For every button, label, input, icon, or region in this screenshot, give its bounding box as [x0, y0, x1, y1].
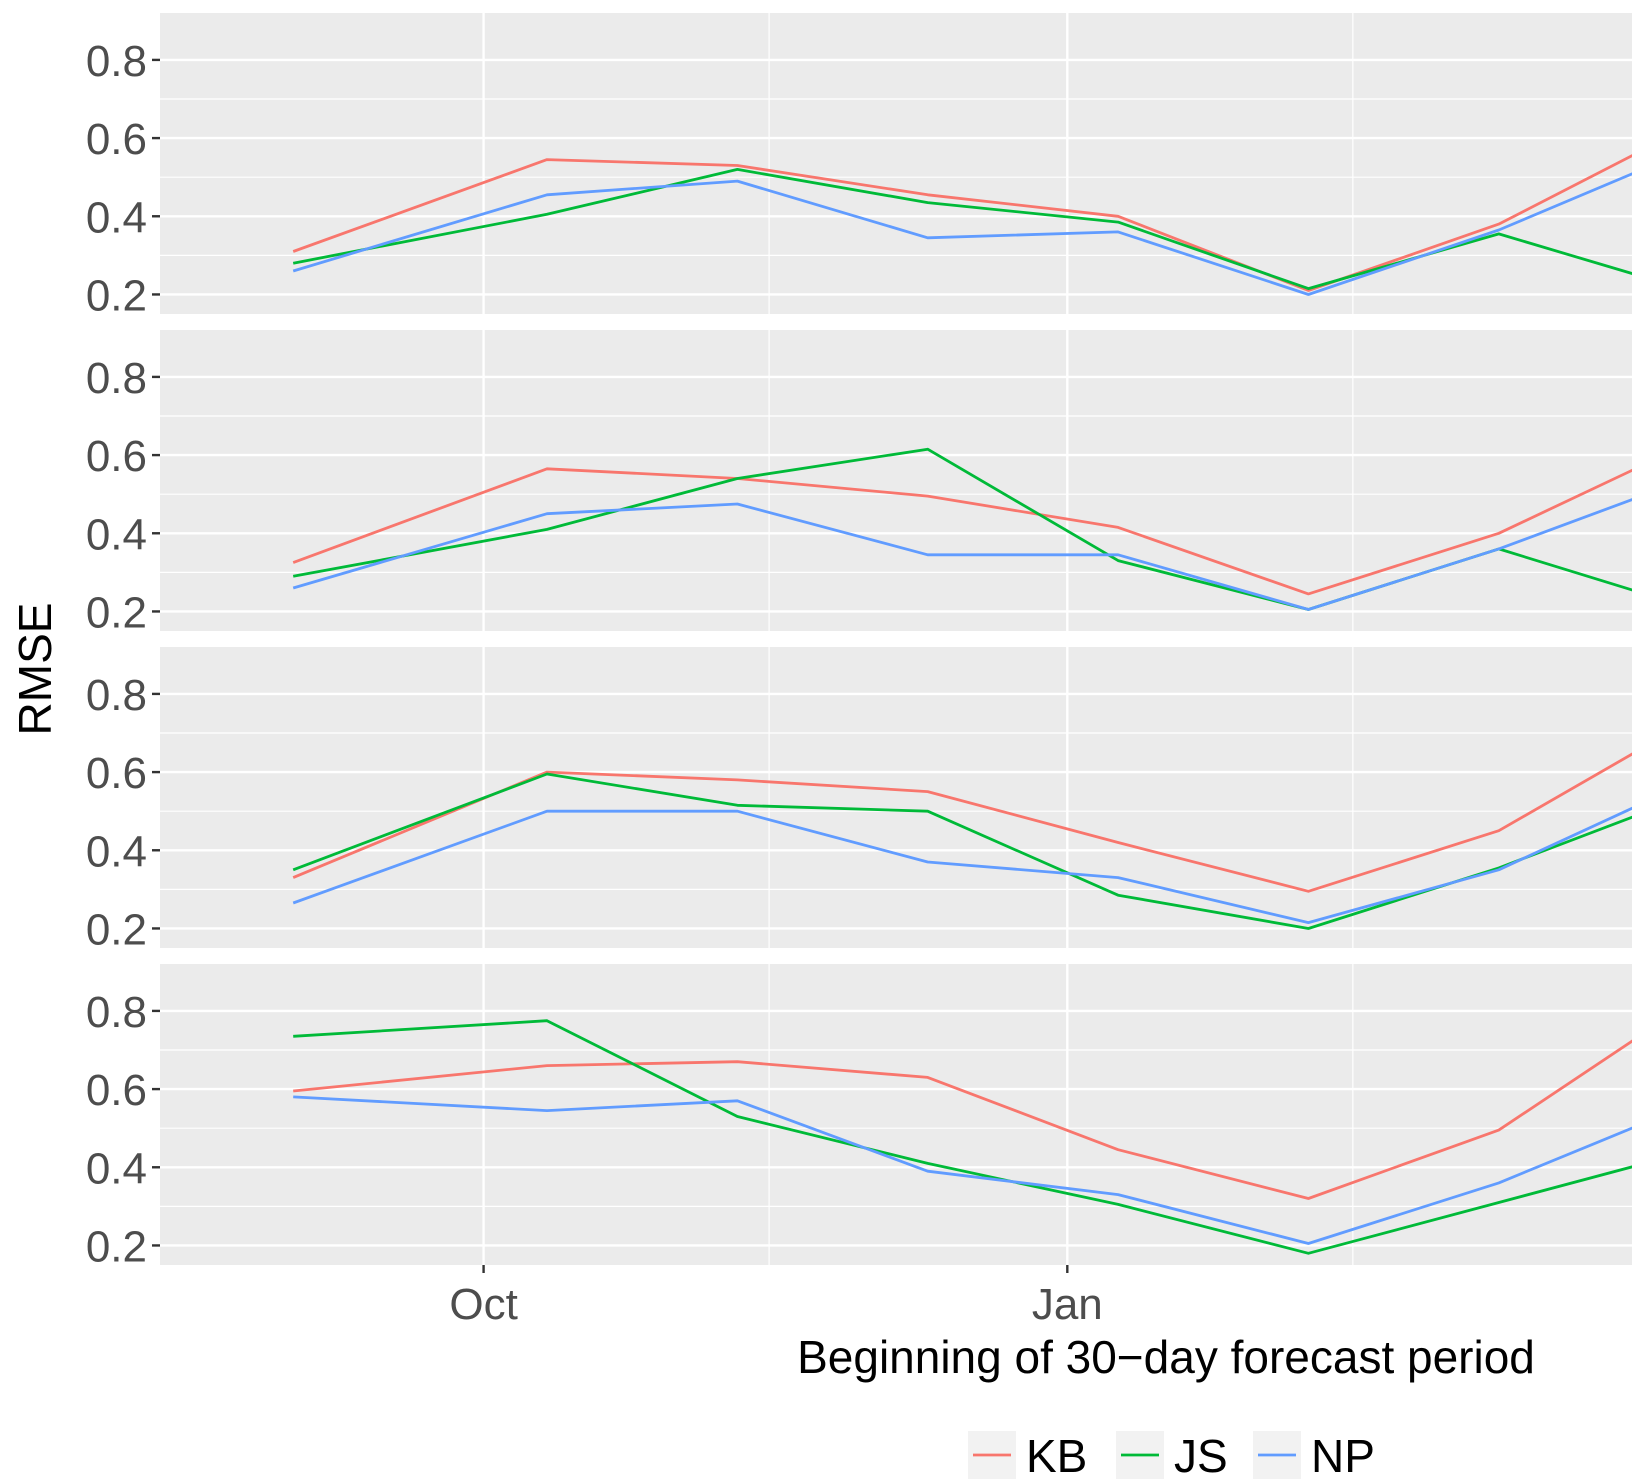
y-tick-label: 0.4	[86, 510, 147, 559]
y-tick-label: 0.8	[86, 988, 147, 1037]
legend-label: JS	[1174, 1430, 1228, 1482]
series-line-kb	[292, 467, 1632, 596]
series-line-kb	[292, 752, 1632, 893]
series-line-kb	[292, 154, 1632, 292]
series-group	[292, 447, 1632, 611]
series-line-np	[292, 498, 1632, 611]
y-axis-title: RMSE	[9, 603, 61, 736]
panel-background	[160, 13, 1632, 314]
series-group	[293, 1019, 1632, 1255]
series-line-js	[292, 167, 1632, 291]
x-axis: Oct Jan	[449, 1265, 1103, 1329]
y-tick-label: 0.2	[86, 1222, 147, 1271]
y-tick-label: 0.6	[86, 432, 147, 481]
y-tick-label: 0.2	[86, 271, 147, 320]
y-tick-label: 0.8	[86, 37, 147, 86]
series-group	[292, 154, 1632, 296]
series-line-np	[292, 806, 1632, 924]
legend-item-np: NP	[1253, 1430, 1375, 1482]
y-tick-label: 0.2	[86, 905, 147, 954]
legend: KB JS NP	[968, 1430, 1375, 1482]
y-tick-label: 0.4	[86, 1144, 147, 1193]
y-tick-label: 0.6	[86, 749, 147, 798]
y-tick-label: 0.4	[86, 827, 147, 876]
series-group	[292, 752, 1632, 930]
legend-item-js: JS	[1116, 1430, 1228, 1482]
y-tick-label: 0.2	[86, 588, 147, 637]
x-axis-title: Beginning of 30−day forecast period	[797, 1331, 1535, 1383]
panel-background	[160, 330, 1632, 631]
legend-label: NP	[1311, 1430, 1375, 1482]
series-line-np	[293, 1095, 1632, 1245]
facet-panel: 0.2 0.4 0.6 0.8	[86, 330, 1632, 637]
y-tick-label: 0.8	[86, 354, 147, 403]
facet-panel: 0.2 0.4 0.6 0.8	[86, 647, 1632, 954]
panel-background	[160, 964, 1632, 1265]
legend-label: KB	[1026, 1430, 1087, 1482]
y-tick-label: 0.6	[86, 1066, 147, 1115]
facet-panel: 0.2 0.4 0.6 0.8	[86, 964, 1632, 1271]
series-line-np	[292, 172, 1632, 296]
series-line-kb	[293, 1039, 1632, 1200]
panel-background	[160, 647, 1632, 948]
y-tick-label: 0.4	[86, 193, 147, 242]
panels-layer: 0.20.40.60.80.20.40.60.80.20.40.60.80.20…	[86, 13, 1632, 1271]
x-tick-label: Jan	[1032, 1280, 1103, 1329]
facet-panel: 0.2 0.4 0.6 0.8	[86, 13, 1632, 320]
legend-item-kb: KB	[968, 1430, 1087, 1482]
x-tick-label: Oct	[449, 1280, 517, 1329]
y-tick-label: 0.8	[86, 671, 147, 720]
y-tick-label: 0.6	[86, 115, 147, 164]
